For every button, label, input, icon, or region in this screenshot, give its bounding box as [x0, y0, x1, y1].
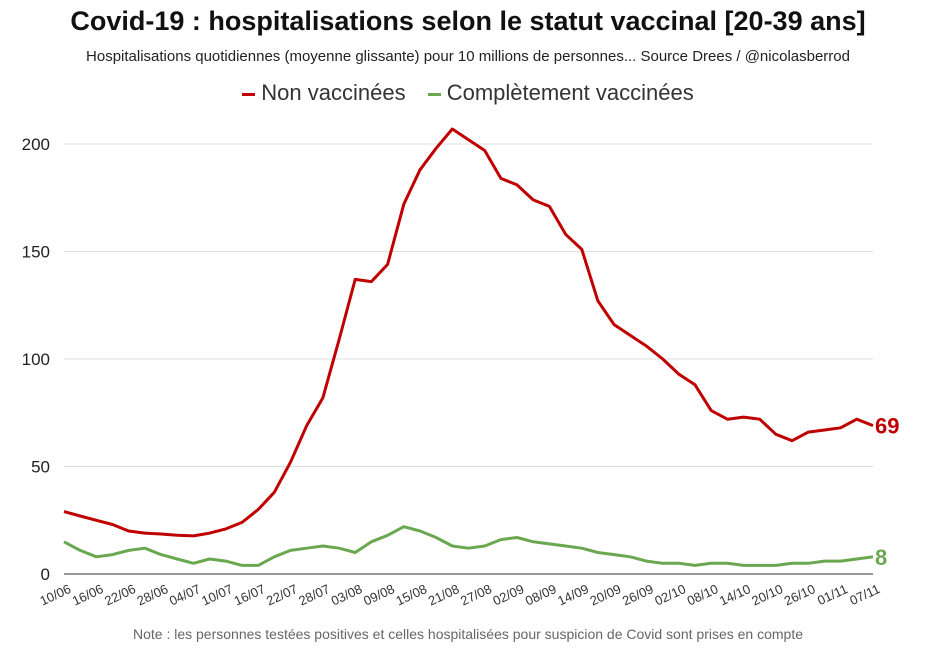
- x-tick-label: 16/06: [70, 581, 106, 608]
- x-tick-label: 10/06: [37, 581, 73, 608]
- x-tick-label: 22/06: [102, 581, 138, 608]
- x-tick-label: 26/10: [782, 581, 818, 608]
- x-tick-label: 08/09: [523, 581, 559, 608]
- y-tick-label: 200: [22, 135, 50, 154]
- legend-label: Complètement vaccinées: [446, 80, 694, 105]
- end-value-label: 8: [875, 545, 887, 570]
- x-tick-label: 04/07: [167, 581, 203, 608]
- x-tick-label: 14/09: [555, 581, 591, 608]
- legend-item-non-vaccinees: Non vaccinées: [242, 80, 406, 105]
- x-tick-label: 14/10: [717, 581, 753, 608]
- x-tick-label: 20/09: [588, 581, 624, 608]
- legend-swatch: [242, 92, 256, 96]
- series-line-non-vaccinees: [63, 127, 874, 538]
- series-line-vaccinees: [63, 525, 874, 567]
- y-tick-label: 50: [31, 458, 50, 477]
- x-tick-label: 20/10: [749, 581, 785, 608]
- legend: Non vaccinées Complètement vaccinées: [0, 80, 936, 106]
- end-value-label: 69: [875, 414, 899, 439]
- chart-note: Note : les personnes testées positives e…: [132, 626, 804, 642]
- x-tick-label: 15/08: [393, 581, 429, 608]
- x-tick-label: 02/09: [490, 581, 526, 608]
- x-tick-label: 01/11: [815, 581, 850, 608]
- x-tick-label: 10/07: [199, 581, 235, 608]
- legend-label: Non vaccinées: [261, 80, 406, 105]
- x-tick-label: 07/11: [847, 581, 882, 608]
- chart-subtitle: Hospitalisations quotidiennes (moyenne g…: [86, 48, 850, 65]
- x-tick-label: 21/08: [426, 581, 462, 608]
- chart-title: Covid-19 : hospitalisations selon le sta…: [70, 6, 866, 36]
- x-tick-label: 26/09: [620, 581, 656, 608]
- y-tick-label: 100: [22, 350, 50, 369]
- y-tick-label: 150: [22, 243, 50, 262]
- x-tick-label: 28/07: [296, 581, 332, 608]
- y-tick-label: 0: [41, 565, 50, 584]
- legend-item-vaccinees: Complètement vaccinées: [427, 80, 694, 105]
- x-tick-label: 03/08: [329, 581, 365, 608]
- x-tick-label: 08/10: [685, 581, 721, 608]
- x-tick-label: 28/06: [135, 581, 171, 608]
- x-tick-label: 27/08: [458, 581, 494, 608]
- x-tick-label: 09/08: [361, 581, 397, 608]
- x-tick-label: 16/07: [232, 581, 268, 608]
- x-tick-label: 22/07: [264, 581, 300, 608]
- x-tick-label: 02/10: [652, 581, 688, 608]
- legend-swatch: [427, 92, 441, 96]
